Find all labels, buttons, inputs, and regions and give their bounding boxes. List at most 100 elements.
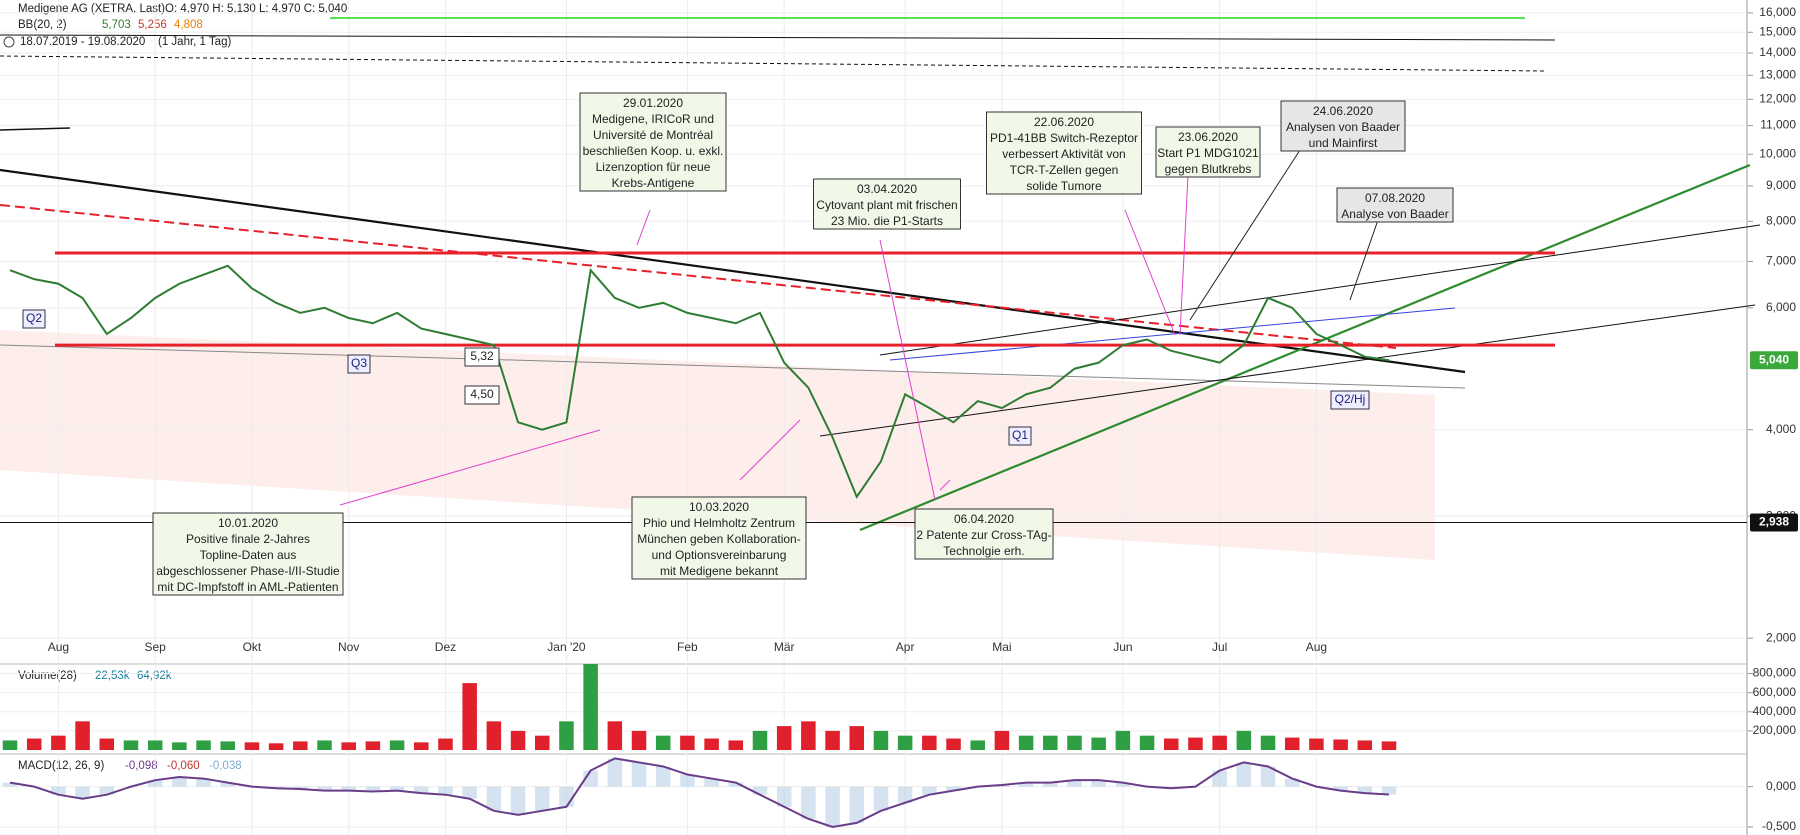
- annotation-box: [1336, 187, 1454, 223]
- volume-bar: [825, 730, 840, 750]
- x-tick-label: Mai: [992, 640, 1011, 654]
- volume-bar: [196, 740, 211, 750]
- level-label-box: [464, 385, 500, 405]
- trend-line: [0, 168, 1466, 374]
- volume-bar: [752, 730, 768, 750]
- clock-icon: [3, 36, 15, 48]
- volume-bar: [486, 721, 502, 750]
- volume-label: 64,92k: [137, 670, 172, 682]
- macd-histogram: [655, 766, 671, 787]
- volume-bar: [365, 741, 381, 750]
- y-tick-label: 15,000: [1759, 24, 1796, 38]
- macd-histogram: [172, 776, 187, 787]
- macd-histogram: [825, 786, 840, 827]
- x-tick-label: Jul: [1212, 640, 1227, 654]
- x-tick-label: Aug: [48, 640, 69, 654]
- bb-lower: 4,808: [174, 19, 203, 31]
- volume-name: Volume(28): [18, 670, 77, 682]
- annotation-box: [579, 92, 727, 192]
- x-tick-label: Mär: [774, 640, 795, 654]
- annotation-date: 29.01.2020: [623, 96, 683, 110]
- volume-bar: [99, 738, 115, 750]
- volume-bar: [1188, 737, 1203, 750]
- macd-histogram: [704, 778, 719, 787]
- macd-label: -0,060: [167, 760, 200, 772]
- macd-histogram: [196, 778, 211, 787]
- macd-histogram: [776, 786, 792, 807]
- x-tick-label: Nov: [338, 640, 359, 654]
- volume-bar: [1260, 735, 1276, 750]
- period-note: (1 Jahr, 1 Tag): [158, 36, 231, 48]
- bb-name: BB(20, 2): [18, 19, 67, 31]
- macd-histogram: [365, 786, 381, 792]
- macd-histogram: [75, 786, 90, 799]
- period-label: Q1: [1012, 428, 1028, 442]
- annotation-pointer: [339, 429, 601, 506]
- level-label: 4,50: [470, 387, 494, 401]
- x-tick-label: Apr: [896, 640, 915, 654]
- macd-histogram: [873, 786, 889, 811]
- last-price-label: 5,040: [1759, 352, 1789, 366]
- y-tick-label: 10,000: [1759, 146, 1796, 160]
- volume-bar: [801, 721, 816, 750]
- volume-bar: [994, 730, 1010, 750]
- annotation-text: gegen Blutkrebs: [1165, 162, 1252, 176]
- macd-histogram: [728, 782, 744, 787]
- volume-bar: [172, 742, 187, 750]
- macd-histogram: [922, 786, 937, 795]
- volume-tick-label: 400,000: [1753, 704, 1797, 718]
- volume-bar: [2, 740, 18, 750]
- annotation-pointer: [879, 239, 936, 501]
- volume-bar: [1115, 730, 1131, 750]
- volume-bar: [414, 742, 429, 750]
- macd-histogram: [1333, 786, 1348, 791]
- volume-bar: [1043, 735, 1058, 750]
- annotation-box: [1155, 126, 1261, 178]
- y-tick-label: 6,000: [1766, 300, 1796, 314]
- macd-name: MACD(12, 26, 9): [18, 760, 104, 772]
- level-label-box: [464, 347, 500, 367]
- annotation-pointer: [636, 209, 651, 246]
- macd-histogram: [341, 786, 356, 791]
- macd-histogram: [1043, 782, 1058, 787]
- volume-bar: [1309, 738, 1324, 750]
- macd-histogram: [147, 780, 163, 787]
- annotation-text: Positive finale 2-Jahres: [186, 532, 310, 546]
- annotation-text: Université de Montréal: [593, 128, 713, 142]
- volume-bar: [849, 726, 865, 750]
- trend-line: [0, 127, 71, 131]
- annotation-pointer: [739, 419, 801, 481]
- annotation-text: Krebs-Antigene: [612, 176, 695, 190]
- annotation-box: [152, 512, 344, 596]
- trend-line: [819, 304, 1756, 437]
- volume-bar: [583, 664, 598, 750]
- annotation-text: Start P1 MDG1021: [1157, 146, 1259, 160]
- annotation-text: 2 Patente zur Cross-TAg-: [916, 528, 1051, 542]
- macd-histogram: [680, 774, 695, 787]
- macd-histogram: [414, 786, 429, 794]
- macd-histogram: [534, 786, 550, 811]
- volume-bar: [123, 740, 139, 750]
- annotation-box: [631, 496, 807, 580]
- x-tick-label: Sep: [144, 640, 166, 654]
- macd-histogram: [559, 786, 574, 807]
- volume-bar: [389, 740, 405, 750]
- volume-bar: [438, 738, 453, 750]
- y-tick-label: 2,000: [1766, 630, 1796, 644]
- macd-histogram: [607, 758, 623, 787]
- volume-bar: [220, 741, 235, 750]
- macd-histogram: [752, 786, 768, 795]
- macd-line: [9, 757, 1390, 828]
- volume-bar: [873, 730, 889, 750]
- annotation-text: Medigene, IRICoR und: [592, 112, 714, 126]
- macd-histogram: [1260, 766, 1276, 787]
- macd-label: -0,038: [209, 760, 242, 772]
- volume-bar: [51, 735, 66, 750]
- annotation-text: Phio und Helmholtz Zentrum: [643, 516, 795, 530]
- volume-bar: [293, 741, 308, 750]
- annotation-text: verbessert Aktivität von: [1002, 147, 1125, 161]
- annotation-text: und Mainfirst: [1309, 136, 1378, 150]
- macd-histogram: [1115, 782, 1131, 787]
- macd-histogram: [51, 786, 66, 795]
- annotation-text: PD1-41BB Switch-Rezeptor: [990, 131, 1138, 145]
